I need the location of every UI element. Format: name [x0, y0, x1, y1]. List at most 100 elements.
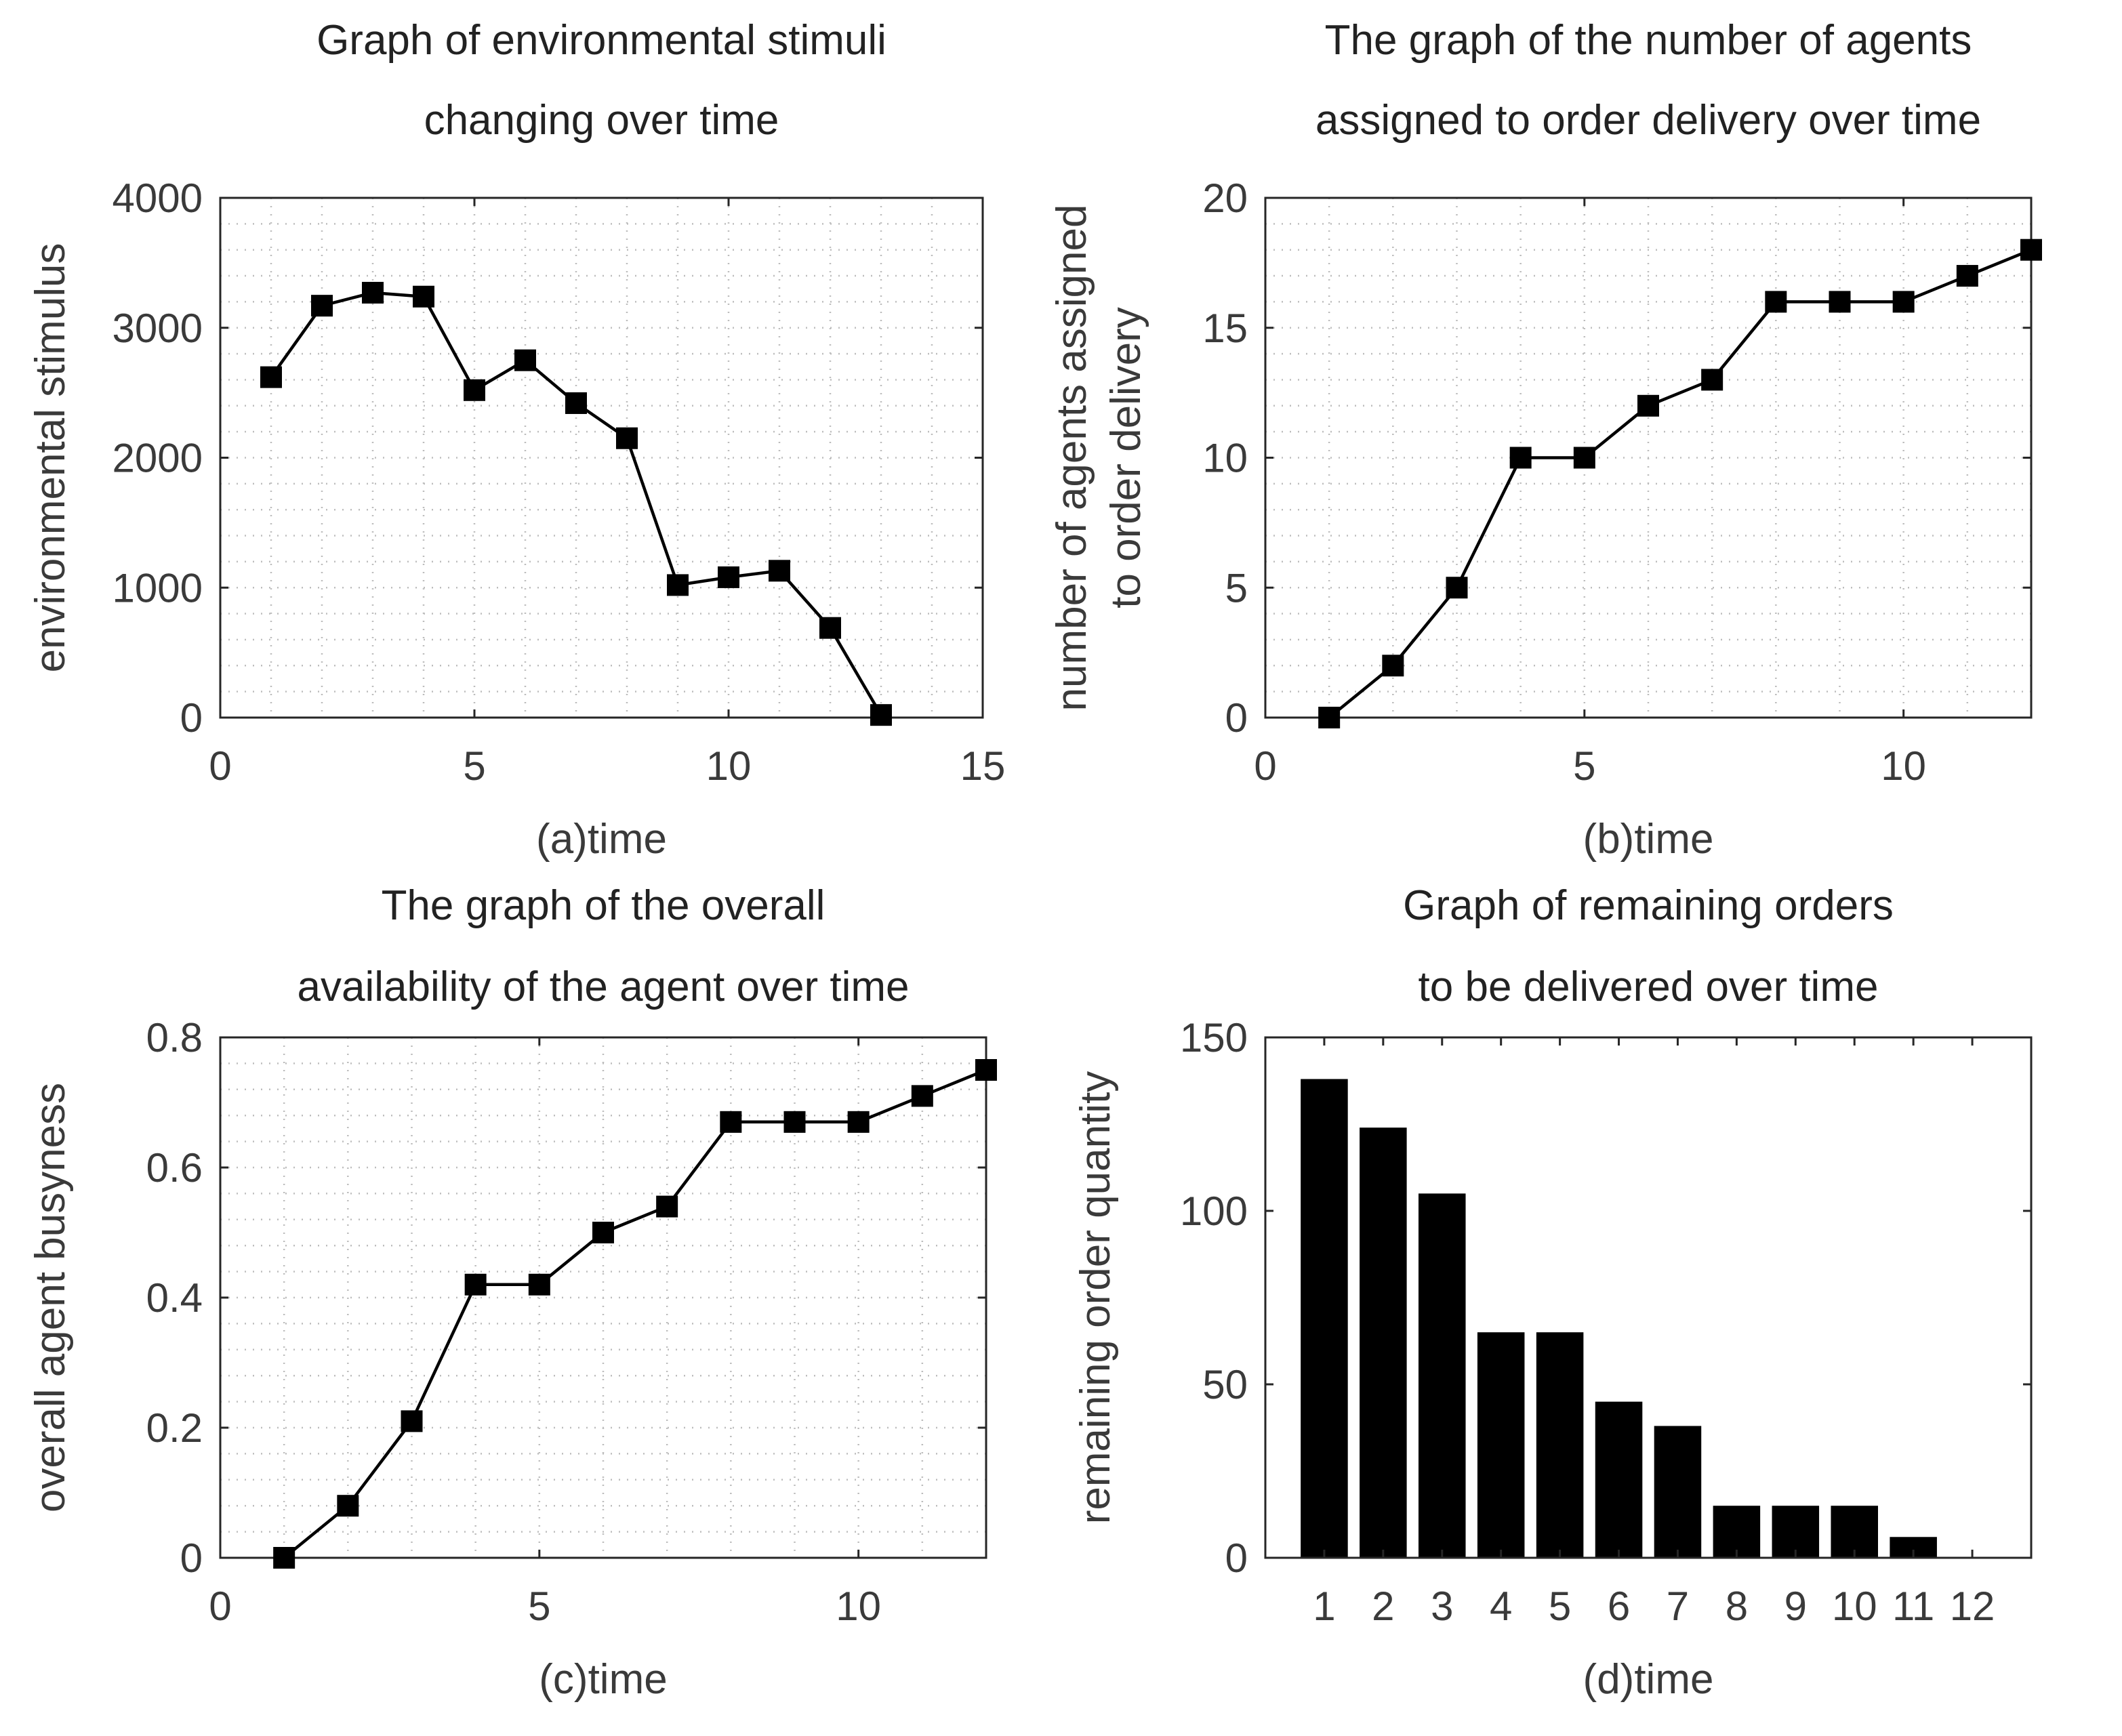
- bar-3: [1419, 1193, 1466, 1558]
- y-tick-label: 20: [1202, 175, 1248, 221]
- bar-9: [1772, 1506, 1820, 1558]
- chart-title-line: Graph of remaining orders: [1403, 882, 1894, 929]
- x-tick-label: 10: [706, 743, 752, 789]
- chart-c: 0 5 10 0 0.2 0.4 0.6 0.8 The graph of the overal…: [27, 882, 997, 1703]
- y-axis-label: remaining order quantity: [1072, 1071, 1119, 1525]
- chart-title-line: assigned to order delivery over time: [1315, 97, 1981, 144]
- y-tick-label: 0: [1225, 1535, 1248, 1581]
- y-axis-label: number of agents assigned: [1048, 205, 1095, 711]
- grid-c: [220, 1037, 986, 1558]
- x-tick-label: 3: [1431, 1584, 1453, 1629]
- bar-10: [1831, 1506, 1878, 1558]
- x-tick-label: 5: [1549, 1584, 1571, 1629]
- y-tick-label: 0: [180, 1535, 203, 1581]
- x-tick-label: 10: [1832, 1584, 1877, 1629]
- chart-title-line: The graph of the overall: [382, 882, 825, 929]
- y-axis-label: environmental stimulus: [27, 243, 74, 672]
- bar-2: [1360, 1128, 1407, 1558]
- y-tick-label: 0.8: [146, 1015, 203, 1060]
- bar-5: [1536, 1332, 1584, 1558]
- grid-b: [1265, 198, 2031, 718]
- data-point: [819, 617, 841, 639]
- bar-4: [1477, 1332, 1525, 1558]
- data-point: [413, 285, 434, 308]
- data-point: [565, 392, 587, 414]
- chart-b: 0 5 10 0 5 10 15 20 The graph of the number of a…: [1048, 17, 2042, 863]
- x-axis-label: (a)time: [536, 816, 667, 863]
- bar-8: [1713, 1506, 1761, 1558]
- data-point: [870, 704, 892, 726]
- x-tick-label: 5: [528, 1584, 550, 1629]
- data-point: [362, 281, 384, 304]
- x-tick-label: 12: [1950, 1584, 1995, 1629]
- series-line-a: [270, 291, 882, 716]
- chart-title-line: availability of the agent over time: [298, 964, 910, 1010]
- chart-title-line: Graph of environmental stimuli: [317, 17, 886, 64]
- data-point: [1382, 655, 1404, 677]
- data-point: [1956, 265, 1978, 287]
- x-tick-label: 6: [1608, 1584, 1630, 1629]
- data-point: [1509, 447, 1532, 469]
- y-tick-label: 1000: [113, 565, 203, 611]
- y-axis-label: to order delivery: [1103, 307, 1149, 608]
- data-point: [311, 295, 333, 317]
- y-tick-label: 100: [1180, 1189, 1248, 1234]
- plot-frame-d: [1264, 1036, 2033, 1559]
- y-tick-label: 2000: [113, 436, 203, 481]
- x-tick-label: 7: [1667, 1584, 1689, 1629]
- data-point: [1765, 291, 1787, 313]
- data-point: [718, 566, 739, 588]
- x-tick-label: 5: [463, 743, 485, 789]
- x-tick-label: 0: [209, 1584, 231, 1629]
- data-point: [2020, 239, 2042, 261]
- x-tick-label: 2: [1372, 1584, 1394, 1629]
- data-point: [464, 1273, 487, 1296]
- chart-a: 0 5 10 15 0 1000 2000 3000 4000 Graph of environm…: [27, 17, 1005, 863]
- chart-title-line: to be delivered over time: [1419, 964, 1879, 1010]
- x-axis-label: (c)time: [539, 1656, 667, 1703]
- data-point: [337, 1495, 359, 1517]
- data-point: [616, 427, 638, 449]
- data-point: [911, 1085, 933, 1107]
- bar-6: [1595, 1401, 1643, 1558]
- bar-7: [1654, 1426, 1702, 1558]
- y-tick-label: 4000: [113, 175, 203, 221]
- bar-1: [1301, 1079, 1348, 1558]
- y-tick-label: 15: [1202, 306, 1248, 351]
- data-point: [514, 349, 536, 371]
- data-point: [667, 574, 689, 596]
- x-tick-label: 15: [960, 743, 1006, 789]
- x-tick-label: 4: [1490, 1584, 1512, 1629]
- data-point: [769, 560, 790, 582]
- y-tick-label: 0: [180, 695, 203, 741]
- grid-a: [220, 198, 983, 718]
- data-point: [528, 1273, 550, 1296]
- data-point: [1701, 369, 1723, 391]
- y-tick-label: 0.4: [146, 1275, 203, 1321]
- x-tick-label: 0: [1254, 743, 1276, 789]
- x-tick-label: 0: [209, 743, 231, 789]
- y-tick-label: 50: [1202, 1362, 1248, 1407]
- x-axis-label: (b)time: [1583, 816, 1714, 863]
- x-tick-label: 5: [1573, 743, 1595, 789]
- x-tick-label: 11: [1892, 1584, 1934, 1629]
- data-point: [1892, 291, 1915, 313]
- data-point: [1637, 394, 1659, 417]
- x-tick-label: 1: [1313, 1584, 1335, 1629]
- data-point: [1829, 291, 1851, 313]
- chart-title-line: The graph of the number of agents: [1325, 17, 1972, 64]
- data-point: [975, 1059, 997, 1081]
- data-point: [847, 1111, 870, 1133]
- x-tick-label: 10: [836, 1584, 881, 1629]
- x-axis-label: (d)time: [1583, 1656, 1714, 1703]
- series-line-c: [283, 1068, 987, 1559]
- data-point: [656, 1195, 678, 1218]
- chart-title-line: changing over time: [424, 97, 779, 144]
- y-tick-label: 0.2: [146, 1405, 203, 1451]
- data-point: [464, 379, 485, 401]
- data-point: [1446, 577, 1468, 599]
- data-point: [592, 1222, 614, 1243]
- y-tick-label: 3000: [113, 306, 203, 351]
